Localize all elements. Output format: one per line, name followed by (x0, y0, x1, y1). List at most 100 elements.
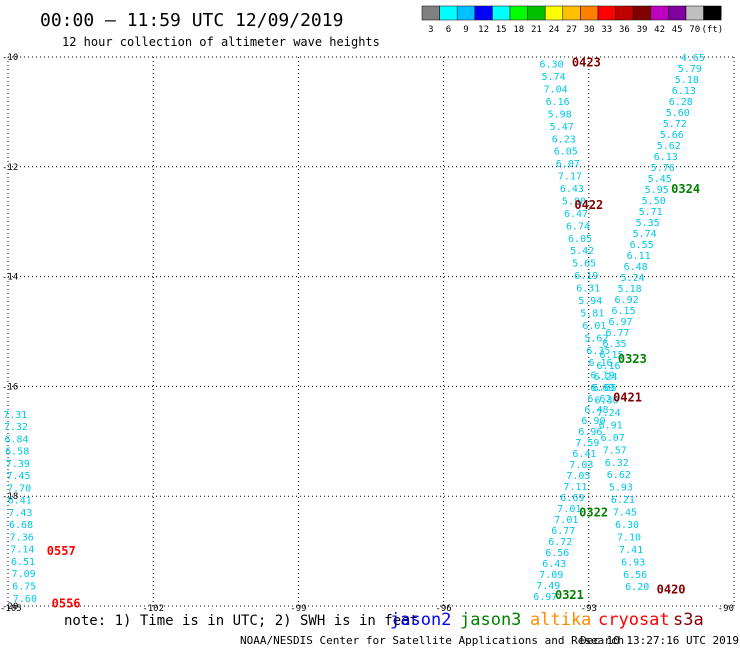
y-tick-label: -18 (2, 492, 18, 502)
jason3-wave-height: 5.24 (621, 273, 645, 284)
cryosat-wave-height: 5.74 (542, 72, 566, 83)
x-tick-label: -105 (0, 604, 22, 614)
jason3-wave-height: 6.97 (533, 592, 557, 603)
legend-label: 39 (637, 25, 648, 35)
cryosat-wave-height: 6.93 (621, 557, 645, 568)
cryosat-wave-height: 6.74 (566, 221, 590, 232)
satellite-name-jason2: jason2 (390, 610, 451, 630)
jason3-wave-height: 7.03 (569, 460, 593, 471)
jason3-wave-height: 6.16 (596, 361, 620, 372)
cryosat-wave-height: 5.94 (578, 296, 602, 307)
cryosat-wave-height: 5.98 (548, 109, 572, 120)
legend-swatch (632, 5, 652, 21)
jason3-wave-height: 6.15 (612, 306, 636, 317)
cryosat-pass-label: 0423 (572, 55, 601, 69)
cryosat-wave-height: 6.07 (556, 159, 580, 170)
s3a-wave-height: 6.51 (11, 557, 35, 568)
s3a-wave-height: 7.09 (12, 569, 36, 580)
jason3-wave-height: 5.18 (675, 75, 699, 86)
cryosat-wave-height: 7.57 (603, 445, 627, 456)
legend-label: 45 (672, 25, 683, 35)
jason3-wave-height: 6.77 (551, 526, 575, 537)
jason3-wave-height: 7.59 (575, 438, 599, 449)
timestamp-text: Dec 10 13:27:16 UTC 2019 (580, 634, 739, 647)
cryosat-wave-height: 6.43 (560, 184, 584, 195)
cryosat-wave-height: 6.19 (574, 271, 598, 282)
credit-text: NOAA/NESDIS Center for Satellite Applica… (240, 634, 624, 647)
jason3-wave-height: 5.71 (639, 207, 663, 218)
legend-label: 42 (654, 25, 665, 35)
cryosat-wave-height: 7.45 (613, 508, 637, 519)
s3a-wave-height: 6.58 (5, 447, 29, 458)
cryosat-wave-height: 6.31 (576, 284, 600, 295)
jason3-wave-height: 4.65 (681, 53, 705, 64)
s3a-pass-label: 0556 (52, 596, 81, 610)
x-tick-label: -99 (290, 604, 306, 614)
jason3-wave-height: 7.01 (557, 504, 581, 515)
x-tick-label: -93 (581, 604, 597, 614)
s3a-wave-height: 7.43 (8, 508, 32, 519)
legend-label: (ft) (702, 25, 724, 35)
y-tick-label: -16 (2, 382, 18, 392)
s3a-wave-height: 6.84 (5, 434, 29, 445)
color-legend: 3 6 9 12 15 18 21 24 27 30 33 36 39 42 45 70 (ft) (421, 5, 724, 35)
axis-ticks: -10 -12 -14 -16 -18 -20-105 -102 -99 -96 -93 -90 (0, 53, 734, 614)
cryosat-wave-height: 6.16 (588, 358, 612, 369)
cryosat-wave-height: 6.30 (615, 520, 639, 531)
jason3-wave-height: 6.55 (630, 240, 654, 251)
jason3-wave-height: 6.13 (654, 152, 678, 163)
legend-label: 33 (601, 25, 612, 35)
cryosat-wave-height: 6.01 (582, 321, 606, 332)
cryosat-wave-height: 5.47 (550, 122, 574, 133)
jason3-wave-height: 6.92 (615, 295, 639, 306)
legend-swatch (615, 5, 634, 21)
cryosat-wave-height: 5.90 (562, 196, 586, 207)
y-tick-label: -20 (2, 602, 18, 612)
jason3-wave-height: 6.97 (609, 317, 633, 328)
jason3-wave-height: 6.15 (599, 350, 623, 361)
jason3-wave-height: 6.48 (624, 262, 648, 273)
jason3-wave-height: 6.35 (602, 339, 626, 350)
cryosat-wave-height: 5.42 (570, 246, 594, 257)
s3a-wave-height: 6.41 (8, 496, 32, 507)
jason3-wave-height: 5.74 (633, 229, 657, 240)
chart-title: 00:00 – 11:59 UTC 12/09/2019 (40, 10, 343, 31)
satellite-name-cryosat: cryosat (598, 610, 670, 630)
grid-lines (7, 56, 735, 607)
jason3-wave-height: 6.41 (572, 449, 596, 460)
s3a-wave-height: 7.70 (7, 483, 31, 494)
jason3-wave-height: 5.60 (666, 108, 690, 119)
legend-label: 70 (689, 25, 700, 35)
cryosat-wave-height: 6.30 (539, 60, 563, 71)
jason3-wave-height: 6.13 (672, 86, 696, 97)
jason3-wave-height: 6.24 (593, 372, 617, 383)
jason3-wave-height: 5.35 (636, 218, 660, 229)
cryosat-wave-height: 7.10 (617, 532, 641, 543)
legend-swatch (474, 5, 493, 21)
satellite-name-altika: altika (530, 610, 591, 630)
cryosat-wave-height: 6.56 (623, 570, 647, 581)
legend-label: 12 (478, 25, 489, 35)
cryosat-wave-height: 6.20 (625, 582, 649, 593)
s3a-wave-height: 7.39 (6, 459, 30, 470)
jason3-wave-height: 6.90 (581, 416, 605, 427)
cryosat-wave-height: 5.81 (580, 308, 604, 319)
jason3-wave-height: 6.69 (590, 383, 614, 394)
jason3-wave-height: 5.45 (648, 174, 672, 185)
s3a-wave-height: 6.75 (12, 582, 36, 593)
jason3-wave-height: 6.28 (669, 97, 693, 108)
s3a-wave-height: 6.68 (9, 520, 33, 531)
s3a-wave-height: 7.31 (3, 410, 27, 421)
jason3-wave-height: 6.62 (587, 394, 611, 405)
satellite-name-jason3: jason3 (460, 610, 521, 630)
legend-swatch (456, 5, 476, 21)
cryosat-wave-height: 7.24 (597, 408, 621, 419)
cryosat-wave-height: 6.30 (595, 396, 619, 407)
s3a-wave-height: 7.45 (6, 471, 30, 482)
jason3-wave-height: 5.95 (645, 185, 669, 196)
jason3-pass-label: 0323 (618, 352, 647, 366)
cryosat-wave-height: 5.65 (572, 259, 596, 270)
cryosat-pass-label: 0420 (657, 583, 686, 597)
